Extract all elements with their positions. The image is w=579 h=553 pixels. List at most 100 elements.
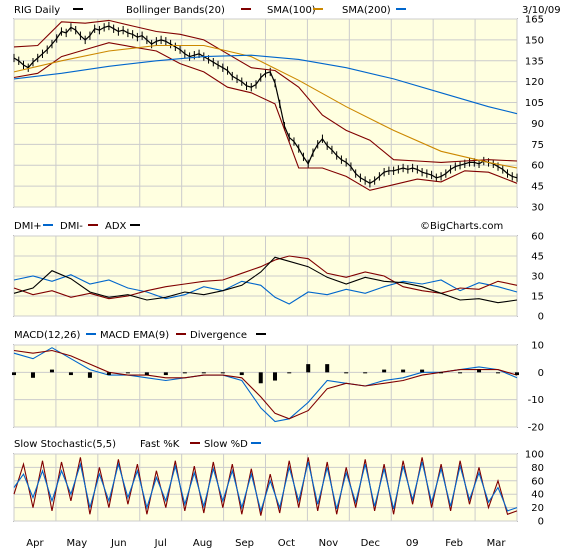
x-tick-label: Jul	[154, 538, 167, 549]
x-tick-label: Feb	[445, 538, 463, 549]
date-label: 3/10/09	[522, 5, 561, 16]
dmi-series-line	[13, 255, 518, 300]
macd-y-tick-label: -20	[528, 423, 544, 434]
macd-divergence-bar	[12, 372, 16, 376]
stoch-panel: 0 20 40 60 80 100	[13, 450, 544, 528]
dmi-panel: 0 15 30 45 60	[13, 232, 544, 323]
stoch-panel-header: Slow Stochastic(5,5) Fast %K Slow %D	[14, 439, 261, 450]
macd-divergence-bar	[363, 372, 368, 374]
macd-divergence-bar	[182, 372, 187, 374]
x-tick-label: Mar	[487, 538, 507, 549]
x-tick-label: Sep	[235, 538, 254, 549]
macd-divergence-bar	[220, 372, 225, 374]
x-tick-label: Dec	[361, 538, 380, 549]
macd-divergence-bar	[458, 372, 463, 374]
price-y-tick-label: 45	[531, 182, 544, 193]
stoch-y-tick-label: 20	[531, 503, 544, 514]
macd-divergence-bar	[87, 372, 92, 378]
macd-divergence-bar	[30, 372, 35, 378]
legend-stoch-title-text: Slow Stochastic(5,5)	[14, 439, 116, 450]
price-series-line	[13, 42, 518, 191]
macd-y-tick-label: 10	[531, 341, 544, 352]
x-tick-label: May	[67, 538, 88, 549]
dmi-y-tick-label: 60	[531, 232, 544, 243]
macd-divergence-bar	[306, 364, 311, 373]
macd-divergence-bar	[382, 369, 387, 373]
price-y-tick-label: 75	[531, 140, 544, 151]
x-axis: Apr May Jun Jul Aug Sep Oct Nov Dec 09 Feb Mar	[26, 538, 506, 549]
legend-dmi-minus-label: DMI-	[60, 221, 83, 232]
watermark: ©BigCharts.com	[420, 221, 503, 232]
price-y-tick-label: 60	[531, 161, 544, 172]
macd-panel-header: MACD(12,26) MACD EMA(9) Divergence	[14, 330, 266, 341]
macd-divergence-bar	[401, 369, 406, 373]
stoch-y-tick-label: 80	[531, 463, 544, 474]
x-tick-label: Oct	[278, 538, 295, 549]
dmi-y-tick-label: 30	[531, 272, 544, 283]
price-y-tick-label: 120	[525, 77, 544, 88]
macd-y-tick-label: 0	[538, 368, 544, 379]
stoch-y-tick-label: 0	[538, 517, 544, 528]
price-y-tick-label: 135	[525, 56, 544, 67]
macd-y-tick-label: -10	[528, 395, 544, 406]
legend-sma200-label: SMA(200)	[342, 5, 391, 16]
price-series-line	[13, 19, 518, 163]
dmi-series-line	[13, 256, 518, 304]
macd-divergence-bar	[49, 369, 54, 373]
macd-divergence-bar	[287, 372, 292, 374]
legend-adx-label: ADX	[105, 221, 127, 232]
macd-divergence-bar	[325, 364, 330, 373]
macd-divergence-bar	[477, 369, 482, 373]
x-tick-label: Nov	[319, 538, 339, 549]
price-series-line	[13, 54, 518, 115]
macd-divergence-bar	[496, 372, 501, 374]
macd-divergence-bar	[106, 372, 111, 376]
dmi-y-tick-label: 15	[531, 292, 544, 303]
dmi-series-line	[13, 274, 518, 305]
x-tick-label: Apr	[26, 538, 44, 549]
price-y-tick-label: 90	[531, 119, 544, 130]
macd-divergence-bar	[201, 372, 206, 374]
stoch-y-tick-label: 60	[531, 476, 544, 487]
legend-fast-k-label: Fast %K	[140, 439, 180, 450]
legend-divergence-label: Divergence	[190, 330, 247, 341]
price-panel-header: RIG Daily Bollinger Bands(20) SMA(100) S…	[14, 5, 561, 16]
legend-macd-ema-label: MACD EMA(9)	[100, 330, 169, 341]
macd-divergence-bar	[258, 372, 263, 384]
macd-divergence-bar	[515, 372, 519, 376]
legend-slow-d-label: Slow %D	[204, 439, 248, 450]
price-panel: 30 45 60 75 90 105 120 135 150 165	[13, 15, 544, 214]
macd-divergence-bar	[163, 372, 168, 376]
dmi-y-tick-label: 0	[538, 312, 544, 323]
x-tick-label: Aug	[193, 538, 213, 549]
price-y-tick-label: 165	[525, 15, 544, 26]
macd-series-line	[13, 347, 518, 423]
symbol-label: RIG Daily	[14, 5, 60, 16]
legend-bollinger-label: Bollinger Bands(20)	[126, 5, 225, 16]
stoch-series-line	[13, 461, 518, 513]
legend-sma100-label: SMA(100)	[267, 5, 316, 16]
macd-divergence-bar	[239, 372, 244, 376]
macd-divergence-bar	[272, 372, 277, 381]
stoch-y-tick-label: 100	[525, 450, 544, 461]
dmi-panel-header: DMI+ DMI- ADX ©BigCharts.com	[14, 221, 503, 232]
price-y-tick-label: 150	[525, 35, 544, 46]
price-series-line	[13, 44, 518, 169]
dmi-y-tick-label: 45	[531, 252, 544, 263]
macd-divergence-bar	[439, 372, 444, 374]
macd-divergence-bar	[420, 369, 425, 373]
price-y-tick-label: 30	[531, 203, 544, 214]
legend-macd-label: MACD(12,26)	[14, 330, 81, 341]
price-y-tick-label: 105	[525, 98, 544, 109]
macd-divergence-bar	[144, 372, 149, 376]
macd-divergence-bar	[344, 372, 349, 374]
macd-divergence-bar	[125, 372, 130, 374]
macd-divergence-bar	[68, 372, 73, 376]
x-tick-label: 09	[406, 538, 419, 549]
legend-dmi-plus-label: DMI+	[14, 221, 42, 232]
stoch-y-tick-label: 40	[531, 490, 544, 501]
macd-series-line	[13, 349, 518, 420]
macd-panel: -20 -10 0 10	[12, 341, 544, 434]
x-tick-label: Jun	[110, 538, 127, 549]
